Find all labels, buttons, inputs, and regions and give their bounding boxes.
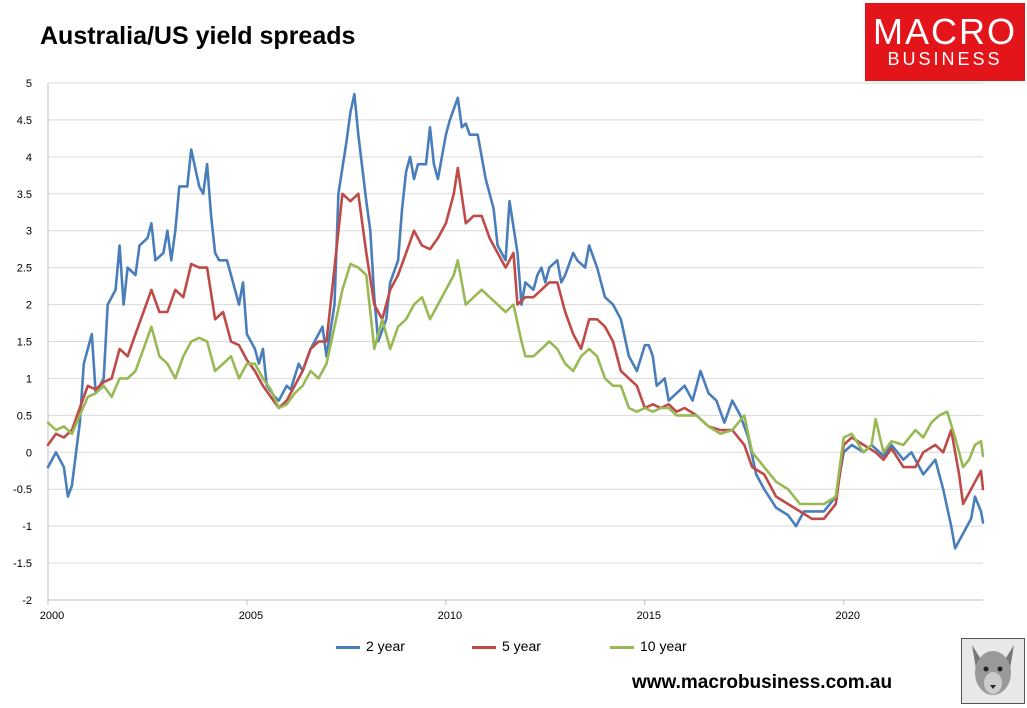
footer-url: www.macrobusiness.com.au — [632, 672, 893, 693]
y-axis-ticks: 5 4.5 4 3.5 3 2.5 2 1.5 1 0.5 0 -0.5 -1 -1.5 -2 — [13, 78, 32, 607]
y-tick-label: 2.5 — [17, 263, 32, 275]
logo-line1: MACRO — [873, 11, 1017, 52]
legend-item-10-year: 10 year — [610, 638, 687, 654]
y-tick-label: 0.5 — [17, 410, 32, 422]
x-tick-label: 2020 — [836, 610, 860, 622]
y-tick-label: 3.5 — [17, 189, 32, 201]
series-line-10-year — [46, 259, 985, 506]
y-tick-label: -2 — [22, 595, 32, 607]
y-tick-label: 3 — [26, 226, 32, 238]
x-tick-label: 2010 — [438, 610, 462, 622]
macrobusiness-logo: MACRO BUSINESS — [865, 3, 1025, 81]
x-axis-ticks: 2000 2005 2010 2015 2020 — [40, 600, 860, 622]
y-tick-label: 2 — [26, 300, 32, 312]
series-line-5-year — [46, 166, 985, 521]
y-tick-label: 4.5 — [17, 115, 32, 127]
x-tick-label: 2015 — [637, 610, 661, 622]
series-lines — [46, 92, 985, 550]
y-tick-label: 1.5 — [17, 337, 32, 349]
y-tick-label: -1 — [22, 521, 32, 533]
gridlines — [47, 82, 983, 601]
legend-item-2-year: 2 year — [336, 638, 405, 654]
legend-label-5-year: 5 year — [502, 638, 541, 654]
y-tick-label: 0 — [26, 447, 32, 459]
legend-item-5-year: 5 year — [472, 638, 541, 654]
x-tick-label: 2005 — [239, 610, 263, 622]
legend-label-10-year: 10 year — [640, 638, 687, 654]
legend-swatch-10-year — [610, 645, 634, 649]
y-tick-label: 1 — [26, 373, 32, 385]
legend-swatch-2-year — [336, 645, 360, 649]
chart-title: Australia/US yield spreads — [40, 22, 356, 50]
x-tick-label: 2000 — [40, 610, 64, 622]
y-tick-label: 4 — [26, 152, 32, 164]
legend-swatch-5-year — [472, 645, 496, 649]
y-tick-label: 5 — [26, 78, 32, 90]
wolf-icon — [961, 638, 1025, 704]
series-line-2-year — [46, 92, 985, 550]
y-tick-label: -1.5 — [13, 558, 32, 570]
legend-label-2-year: 2 year — [366, 638, 405, 654]
y-tick-label: -0.5 — [13, 484, 32, 496]
logo-line2: BUSINESS — [887, 49, 1003, 69]
